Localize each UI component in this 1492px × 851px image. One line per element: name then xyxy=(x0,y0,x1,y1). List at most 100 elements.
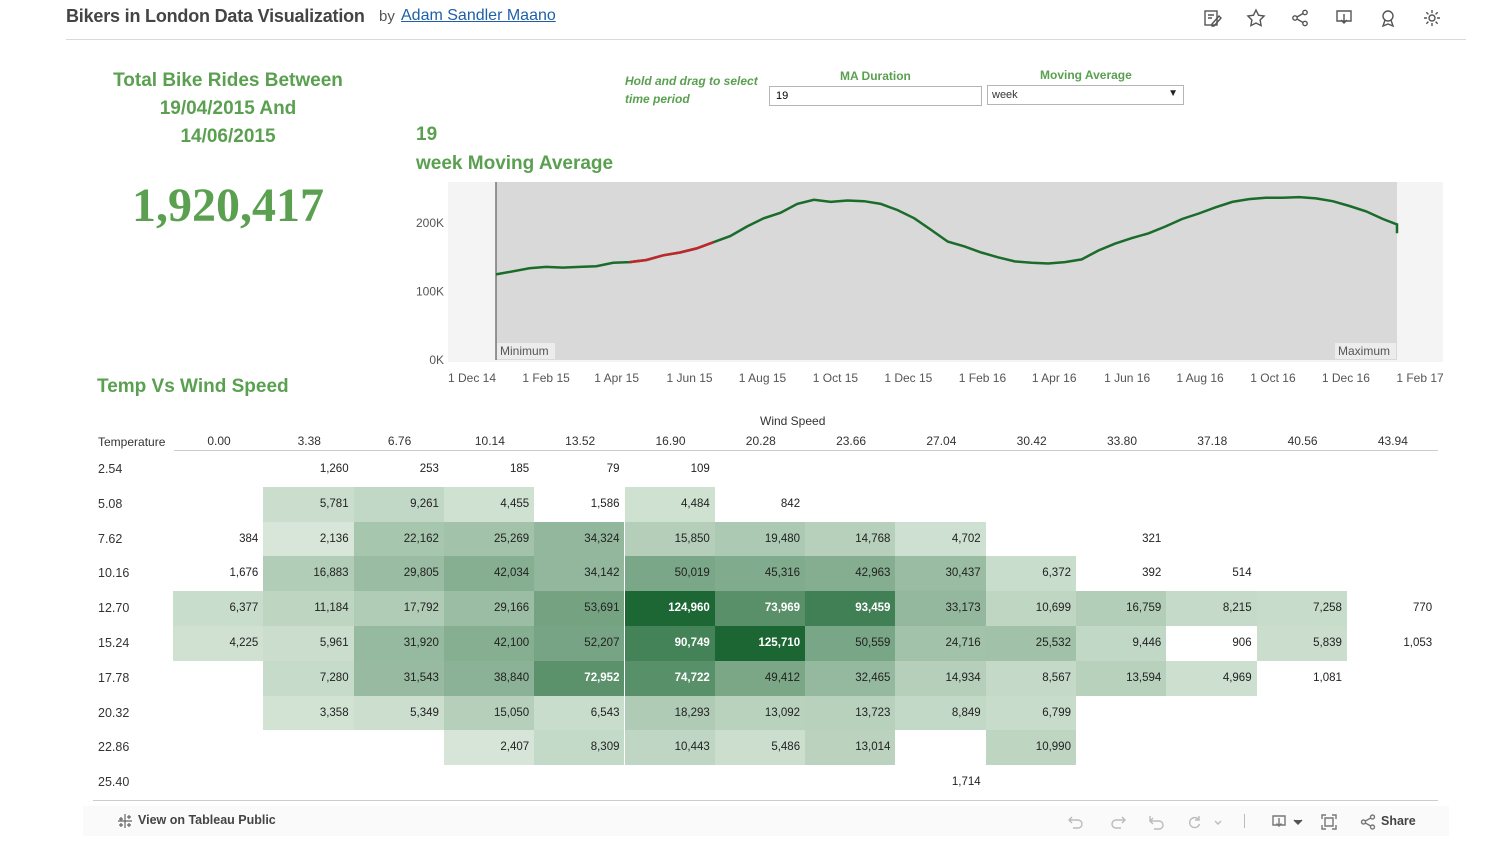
heatmap-cell[interactable]: 1,714 xyxy=(951,776,981,789)
heatmap-cell[interactable]: 34,324 xyxy=(534,521,625,557)
heatmap-cell[interactable]: 24,716 xyxy=(895,625,986,661)
heatmap-cell[interactable]: 2,407 xyxy=(443,730,535,766)
heatmap-cell[interactable]: 4,702 xyxy=(895,521,986,557)
heatmap-cell[interactable]: 72,952 xyxy=(534,660,625,696)
heatmap-cell[interactable]: 124,960 xyxy=(624,591,715,626)
heatmap-cell[interactable]: 29,805 xyxy=(353,556,444,592)
heatmap-cell[interactable]: 842 xyxy=(780,497,801,510)
heatmap-cell[interactable]: 4,484 xyxy=(624,486,715,522)
heatmap-cell[interactable]: 4,455 xyxy=(443,486,535,522)
fullscreen-icon[interactable] xyxy=(1318,812,1340,832)
heatmap-cell[interactable]: 16,883 xyxy=(263,556,354,592)
heatmap-cell[interactable]: 5,781 xyxy=(263,486,354,522)
heatmap-cell[interactable]: 13,723 xyxy=(805,695,896,731)
heatmap-cell[interactable]: 8,309 xyxy=(534,730,625,766)
heatmap-cell[interactable]: 6,543 xyxy=(534,695,625,731)
heatmap-cell[interactable]: 5,349 xyxy=(353,695,444,731)
heatmap-cell[interactable]: 50,019 xyxy=(624,556,715,592)
heatmap-cell[interactable]: 31,543 xyxy=(353,660,444,696)
download-caret-icon[interactable] xyxy=(1287,812,1309,832)
moving-average-select[interactable]: week ▼ xyxy=(987,85,1184,105)
heatmap-cell[interactable]: 185 xyxy=(510,463,530,475)
heatmap-cell[interactable]: 10,699 xyxy=(985,591,1076,626)
heatmap-cell[interactable]: 52,207 xyxy=(534,625,625,661)
heatmap-cell[interactable]: 30,437 xyxy=(895,556,986,592)
undo-icon[interactable] xyxy=(1065,812,1087,832)
heatmap-cell[interactable]: 50,559 xyxy=(805,625,896,661)
heatmap-cell[interactable]: 42,100 xyxy=(443,625,535,661)
heatmap-cell[interactable]: 514 xyxy=(1232,567,1252,580)
heatmap-cell[interactable]: 125,710 xyxy=(714,625,806,661)
edit-icon[interactable] xyxy=(1190,6,1234,30)
heatmap-cell[interactable]: 93,459 xyxy=(805,591,896,626)
heatmap-cell[interactable]: 8,215 xyxy=(1166,591,1257,626)
heatmap-cell[interactable]: 1,260 xyxy=(319,463,349,475)
heatmap-cell[interactable]: 11,184 xyxy=(263,591,354,626)
star-icon[interactable] xyxy=(1234,6,1278,30)
heatmap-cell[interactable]: 29,166 xyxy=(443,591,535,626)
heatmap-cell[interactable]: 22,162 xyxy=(353,521,444,557)
heatmap-cell[interactable]: 3,358 xyxy=(263,695,354,731)
heatmap-cell[interactable]: 25,269 xyxy=(443,521,535,557)
heatmap-cell[interactable]: 6,377 xyxy=(173,591,264,626)
heatmap-cell[interactable]: 4,225 xyxy=(173,625,264,661)
award-icon[interactable] xyxy=(1366,6,1410,30)
heatmap-cell[interactable]: 906 xyxy=(1232,636,1252,649)
heatmap-cell[interactable]: 9,446 xyxy=(1076,625,1167,661)
heatmap-cell[interactable]: 45,316 xyxy=(714,556,806,592)
heatmap-cell[interactable]: 15,050 xyxy=(443,695,535,731)
heatmap-cell[interactable]: 7,280 xyxy=(263,660,354,696)
heatmap-cell[interactable]: 7,258 xyxy=(1256,591,1347,626)
heatmap-cell[interactable]: 5,486 xyxy=(714,730,806,766)
heatmap-cell[interactable]: 13,014 xyxy=(805,730,896,766)
heatmap-cell[interactable]: 6,799 xyxy=(985,695,1076,731)
heatmap-cell[interactable]: 34,142 xyxy=(534,556,625,592)
heatmap-cell[interactable]: 42,034 xyxy=(443,556,535,592)
heatmap-cell[interactable]: 19,480 xyxy=(714,521,806,557)
heatmap-cell[interactable]: 4,969 xyxy=(1166,660,1257,696)
heatmap-cell[interactable]: 2,136 xyxy=(263,521,354,557)
heatmap-cell[interactable]: 10,443 xyxy=(624,730,715,766)
footer-share-icon[interactable] xyxy=(1357,812,1379,832)
heatmap-cell[interactable]: 5,961 xyxy=(263,625,354,661)
heatmap-cell[interactable]: 384 xyxy=(239,532,259,545)
heatmap-cell[interactable]: 1,586 xyxy=(590,497,620,510)
heatmap-cell[interactable]: 33,173 xyxy=(895,591,986,626)
heatmap-cell[interactable]: 1,053 xyxy=(1403,636,1433,649)
heatmap-cell[interactable]: 74,722 xyxy=(624,660,715,696)
heatmap-cell[interactable]: 31,920 xyxy=(353,625,444,661)
author-link[interactable]: Adam Sandler Maano xyxy=(401,7,556,24)
ma-duration-input[interactable] xyxy=(769,86,982,106)
heatmap-cell[interactable]: 14,768 xyxy=(805,521,896,557)
heatmap-cell[interactable]: 321 xyxy=(1142,532,1162,545)
heatmap-cell[interactable]: 18,293 xyxy=(624,695,715,731)
heatmap-cell[interactable]: 42,963 xyxy=(805,556,896,592)
heatmap-cell[interactable]: 5,839 xyxy=(1256,625,1347,661)
refresh-icon[interactable] xyxy=(1183,812,1205,832)
heatmap-cell[interactable]: 32,465 xyxy=(805,660,896,696)
heatmap-cell[interactable]: 10,990 xyxy=(985,730,1076,766)
heatmap-cell[interactable]: 109 xyxy=(690,463,710,475)
download-icon[interactable] xyxy=(1322,6,1366,30)
heatmap-cell[interactable]: 25,532 xyxy=(985,625,1076,661)
heatmap-cell[interactable]: 253 xyxy=(419,463,439,475)
heatmap-cell[interactable]: 8,849 xyxy=(895,695,986,731)
settings-icon[interactable] xyxy=(1410,6,1454,30)
heatmap-cell[interactable]: 392 xyxy=(1142,567,1162,580)
heatmap-cell[interactable]: 770 xyxy=(1413,602,1433,615)
share-button[interactable]: Share xyxy=(1381,814,1416,828)
heatmap-cell[interactable]: 38,840 xyxy=(443,660,535,696)
download-menu-icon[interactable] xyxy=(1269,812,1291,832)
heatmap-cell[interactable]: 8,567 xyxy=(985,660,1076,696)
redo-icon[interactable] xyxy=(1107,812,1129,832)
revert-icon[interactable] xyxy=(1145,812,1167,832)
heatmap-cell[interactable]: 13,092 xyxy=(714,695,806,731)
heatmap-cell[interactable]: 9,261 xyxy=(353,486,444,522)
heatmap-cell[interactable]: 90,749 xyxy=(624,625,715,661)
share-icon[interactable] xyxy=(1278,6,1322,30)
heatmap-cell[interactable]: 1,676 xyxy=(229,567,259,580)
caret-down-icon[interactable] xyxy=(1207,812,1229,832)
heatmap-cell[interactable]: 53,691 xyxy=(534,591,625,626)
heatmap-cell[interactable]: 13,594 xyxy=(1076,660,1167,696)
heatmap-cell[interactable]: 15,850 xyxy=(624,521,715,557)
